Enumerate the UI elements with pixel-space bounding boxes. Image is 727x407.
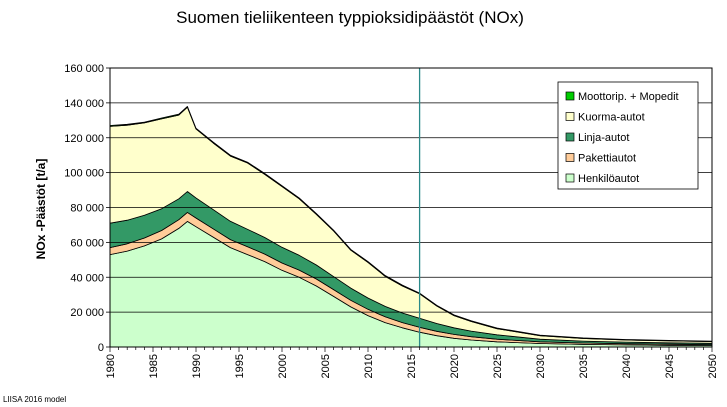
y-tick-label: 120 000 xyxy=(64,133,104,145)
y-tick-label: 100 000 xyxy=(64,168,104,180)
chart-title: Suomen tieliikenteen typpioksidipäästöt … xyxy=(176,8,524,27)
y-tick-label: 140 000 xyxy=(64,98,104,110)
x-tick-label: 1980 xyxy=(105,354,117,378)
x-tick-label: 2005 xyxy=(320,354,332,378)
y-tick-label: 0 xyxy=(98,342,104,354)
y-tick-label: 160 000 xyxy=(64,63,104,75)
x-tick-label: 1985 xyxy=(148,354,160,378)
y-tick-label: 80 000 xyxy=(70,203,104,215)
legend-label: Linja-autot xyxy=(578,132,629,144)
x-tick-label: 2025 xyxy=(492,354,504,378)
y-tick-label: 60 000 xyxy=(70,237,104,249)
legend: Moottorip. + Mopedit Kuorma-autot Linja-au… xyxy=(557,81,699,190)
model-credit: LIISA 2016 model xyxy=(3,395,66,404)
legend-swatch xyxy=(565,173,575,183)
x-tick-label: 2015 xyxy=(406,354,418,378)
x-tick-label: 2000 xyxy=(277,354,289,378)
x-tick-label: 2010 xyxy=(363,354,375,378)
x-tick-label: 2020 xyxy=(449,354,461,378)
legend-label: Pakettiautot xyxy=(578,153,636,165)
legend-swatch xyxy=(565,153,575,162)
y-axis-label: NOx -Päästöt [t/a] xyxy=(34,159,48,260)
x-tick-label: 1990 xyxy=(191,354,203,378)
legend-label: Henkilöautot xyxy=(578,173,639,185)
x-tick-label: 2045 xyxy=(664,354,676,378)
legend-swatch xyxy=(565,91,575,101)
legend-label: Moottorip. + Mopedit xyxy=(578,91,679,103)
x-tick-label: 2035 xyxy=(578,354,590,378)
legend-swatch xyxy=(565,132,575,142)
y-tick-label: 40 000 xyxy=(70,272,104,284)
x-tick-label: 2050 xyxy=(707,354,719,378)
x-tick-label: 2030 xyxy=(535,354,547,378)
legend-box xyxy=(557,81,699,190)
legend-swatch xyxy=(565,112,575,121)
legend-label: Kuorma-autot xyxy=(578,112,645,124)
x-tick-label: 1995 xyxy=(234,354,246,378)
x-tick-label: 2040 xyxy=(621,354,633,378)
y-tick-label: 20 000 xyxy=(70,307,104,319)
